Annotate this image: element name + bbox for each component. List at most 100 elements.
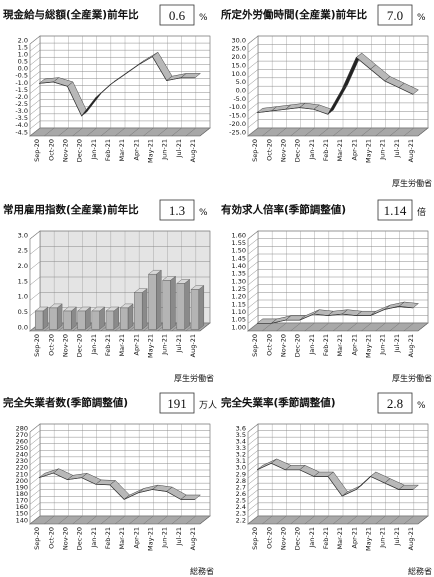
side-grid-line <box>29 482 41 492</box>
y-tick-label: 1.45 <box>232 254 246 262</box>
y-tick-label: 0.5 <box>18 58 28 66</box>
floor-grid <box>276 322 287 332</box>
floor-grid <box>389 515 400 525</box>
side-grid-line <box>247 44 259 53</box>
bar-side <box>127 303 134 330</box>
unit-label: % <box>199 13 208 23</box>
side-grid-line <box>29 509 41 518</box>
y-tick-label: 2.7 <box>236 483 246 491</box>
x-tick-label: Feb-21 <box>104 334 112 356</box>
x-tick-label: Jul-21 <box>175 139 183 158</box>
x-tick-label: Nov-20 <box>61 139 69 162</box>
chart-title: 完全失業者数(季節調整値) <box>3 396 128 409</box>
y-tick-label: 15.0 <box>232 61 246 69</box>
side-grid-line <box>247 456 259 466</box>
side-grid-line <box>29 246 41 255</box>
unit-label: % <box>199 208 208 218</box>
y-tick-label: 3.6 <box>236 424 246 432</box>
y-tick-label: 210 <box>16 470 28 478</box>
y-tick-label: -4.0 <box>15 121 28 129</box>
floor-grid <box>199 322 211 332</box>
side-grid-line <box>247 502 259 512</box>
x-tick-label: Sep-20 <box>251 139 259 162</box>
side-grid-line <box>247 322 259 332</box>
side-grid-line <box>247 307 259 316</box>
x-tick-label: Sep-20 <box>251 527 259 550</box>
floor-grid <box>332 127 344 137</box>
y-tick-label: 1.00 <box>232 323 246 331</box>
bar-side <box>141 288 148 330</box>
y-tick-label: 20.0 <box>232 53 246 61</box>
x-tick-label: Jan-21 <box>308 527 316 549</box>
y-tick-label: 1.0 <box>18 50 28 58</box>
floor-grid <box>375 515 386 525</box>
floor-grid <box>361 515 372 525</box>
y-tick-label: 220 <box>16 464 28 472</box>
y-tick-label: 3.3 <box>236 444 246 452</box>
side-grid-line <box>247 60 259 70</box>
side-grid-line <box>29 49 41 59</box>
floor-grid <box>389 322 400 332</box>
source-note: 厚生労働省 <box>392 373 432 383</box>
y-tick-label: 1.10 <box>232 308 246 316</box>
x-tick-label: Apr-21 <box>132 527 140 548</box>
y-tick-label: 280 <box>16 424 28 432</box>
floor-grid <box>403 322 414 332</box>
x-tick-label: Jul-21 <box>175 334 183 353</box>
x-tick-label: Feb-21 <box>322 139 330 161</box>
x-tick-label: Apr-21 <box>350 527 358 548</box>
x-tick-label: May-21 <box>364 334 372 358</box>
y-tick-label: -20.0 <box>229 120 246 128</box>
side-grid-line <box>29 71 41 80</box>
x-tick-label: Sep-20 <box>33 334 41 357</box>
side-grid-line <box>247 253 259 263</box>
floor-grid <box>417 322 429 332</box>
side-wall <box>29 35 41 137</box>
bar-side <box>170 275 176 330</box>
x-tick-label: Oct-20 <box>265 527 273 549</box>
x-tick-label: Aug-21 <box>189 334 197 357</box>
bar <box>105 310 115 330</box>
side-grid-line <box>29 85 41 94</box>
floor-grid <box>304 322 315 332</box>
headline-box <box>377 4 413 26</box>
bar <box>148 274 157 330</box>
x-tick-label: Jun-21 <box>379 139 387 161</box>
y-tick-label: 1.20 <box>232 293 246 301</box>
x-tick-label: Sep-20 <box>251 334 259 357</box>
floor-grid <box>72 127 83 137</box>
floor-grid <box>276 127 287 137</box>
floor-grid <box>318 515 329 525</box>
y-tick-label: 1.5 <box>18 277 28 285</box>
y-tick-label: 2.9 <box>236 470 246 478</box>
floor-grid <box>185 515 196 525</box>
y-tick-label: 1.50 <box>232 247 246 255</box>
side-grid-line <box>247 443 259 452</box>
x-tick-label: Nov-20 <box>279 527 287 550</box>
bar <box>77 310 86 330</box>
floor-grid <box>262 515 273 525</box>
x-tick-label: Mar-21 <box>118 527 126 549</box>
unit-label: 万人 <box>199 400 217 411</box>
floor-grid <box>72 515 83 525</box>
x-tick-label: Dec-20 <box>76 527 84 550</box>
side-grid-line <box>29 120 41 130</box>
x-tick-label: Feb-21 <box>104 139 112 161</box>
side-grid-line <box>29 450 41 459</box>
y-tick-label: -3.0 <box>15 107 28 115</box>
x-tick-label: Aug-21 <box>189 527 197 550</box>
floor-grid <box>304 515 315 525</box>
source-note: 総務省 <box>408 566 432 576</box>
floor-grid <box>403 127 414 137</box>
y-tick-label: 160 <box>16 503 28 511</box>
x-tick-label: Jan-21 <box>308 139 316 161</box>
y-tick-label: 140 <box>16 516 28 524</box>
y-tick-label: 0.0 <box>236 86 246 94</box>
x-tick-label: Jul-21 <box>393 334 401 353</box>
x-tick-label: Sep-20 <box>33 527 41 550</box>
side-grid-line <box>247 111 259 120</box>
y-tick-label: 2.4 <box>236 503 246 511</box>
bar <box>190 289 200 330</box>
floor-grid <box>290 322 301 332</box>
